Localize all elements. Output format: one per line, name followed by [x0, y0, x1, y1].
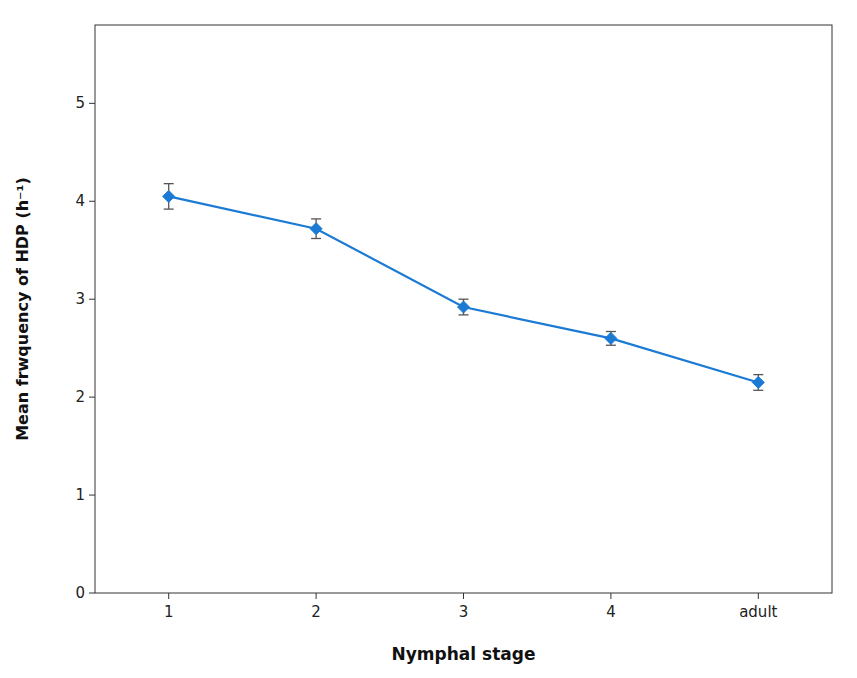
tick-label: 3 [459, 603, 469, 621]
data-point [752, 376, 764, 388]
plot-frame [95, 25, 832, 593]
plot-area [163, 184, 765, 391]
tick-label: 2 [75, 388, 85, 406]
tick-mark [316, 593, 317, 599]
tick-mark [758, 593, 759, 599]
tick-label: 4 [606, 603, 616, 621]
tick-label: 5 [75, 94, 85, 112]
error-bar [164, 184, 174, 209]
tick-mark [168, 593, 169, 599]
tick-mark [610, 593, 611, 599]
tick-label: 0 [75, 584, 85, 602]
error-bar [606, 332, 616, 346]
tick-label: 1 [75, 486, 85, 504]
tick-mark [89, 103, 95, 104]
tick-mark [89, 201, 95, 202]
x-axis-label: Nymphal stage [392, 644, 536, 664]
error-bar [459, 299, 469, 315]
tick-label: 3 [75, 290, 85, 308]
tick-label: 2 [311, 603, 321, 621]
tick-label: 1 [164, 603, 174, 621]
tick-label: adult [739, 603, 777, 621]
data-point [458, 301, 470, 313]
data-point [605, 332, 617, 344]
y-axis: 0 1 2 3 4 5 [75, 94, 95, 602]
tick-mark [89, 495, 95, 496]
tick-mark [89, 299, 95, 300]
tick-mark [463, 593, 464, 599]
data-point [310, 223, 322, 235]
y-axis-label: Mean frwquency of HDP (h⁻¹) [13, 177, 32, 441]
chart: 0 1 2 3 4 5 1 2 3 4 adult Nymphal stage Mean frwquen… [0, 0, 857, 678]
chart-container: 0 1 2 3 4 5 1 2 3 4 adult Nymphal stage Mean frwquen… [0, 0, 857, 678]
data-line [169, 196, 759, 382]
x-axis: 1 2 3 4 adult [164, 593, 778, 621]
tick-mark [89, 397, 95, 398]
error-bar [753, 375, 763, 391]
tick-mark [89, 593, 95, 594]
error-bar [311, 219, 321, 239]
data-point [163, 190, 175, 202]
tick-label: 4 [75, 192, 85, 210]
